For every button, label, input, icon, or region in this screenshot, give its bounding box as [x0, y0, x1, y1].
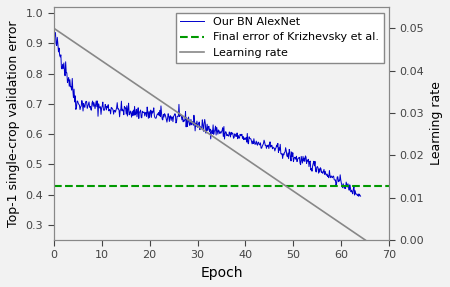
Our BN AlexNet [57, 54, 63, 57]
Legend: Our BN AlexNet, Final error of Krizhevsky et al., Learning rate: Our BN AlexNet, Final error of Krizhevsk… [176, 13, 384, 63]
Our BN AlexNet [107, 108, 112, 112]
Our BN AlexNet [242, 136, 247, 140]
Our BN AlexNet [92, 107, 98, 110]
Our BN AlexNet [51, 31, 56, 35]
Our BN AlexNet [358, 194, 363, 198]
Our BN AlexNet [114, 101, 120, 104]
Our BN AlexNet [355, 194, 360, 197]
Our BN AlexNet [53, 31, 58, 34]
Line: Our BN AlexNet: Our BN AlexNet [54, 32, 360, 196]
Y-axis label: Top-1 single-crop validation error: Top-1 single-crop validation error [7, 20, 20, 227]
Y-axis label: Learning rate: Learning rate [430, 82, 443, 165]
X-axis label: Epoch: Epoch [200, 266, 243, 280]
Our BN AlexNet [356, 195, 361, 198]
